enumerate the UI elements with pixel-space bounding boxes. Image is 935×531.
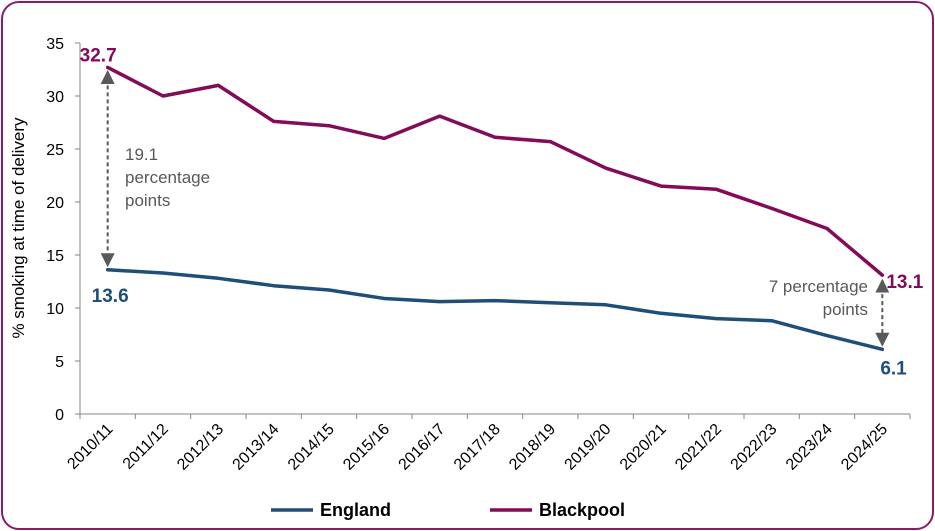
series-line-england <box>105 268 885 352</box>
y-tick-label: 25 <box>46 142 64 159</box>
y-tick-label: 0 <box>55 407 64 424</box>
series-line-blackpool <box>105 65 885 277</box>
data-point-blackpool <box>548 140 552 144</box>
data-point-england <box>770 319 774 323</box>
data-point-england <box>161 271 165 275</box>
data-point-england <box>327 288 331 292</box>
y-tick-label: 20 <box>46 195 64 212</box>
data-point-blackpool <box>493 135 497 139</box>
data-point-england <box>216 276 220 280</box>
x-tick-label: 2024/25 <box>838 421 891 474</box>
x-tick-label: 2017/18 <box>451 421 504 474</box>
y-tick-label: 35 <box>46 36 64 53</box>
data-point-england <box>493 299 497 303</box>
legend-label-england: England <box>320 500 391 520</box>
y-axis-title: % smoking at time of delivery <box>9 117 28 339</box>
data-point-england <box>880 347 884 351</box>
data-point-blackpool <box>880 273 884 277</box>
x-tick-label: 2022/23 <box>728 421 781 474</box>
data-point-england <box>548 301 552 305</box>
x-tick-label: 2010/11 <box>64 421 116 473</box>
data-point-england <box>438 300 442 304</box>
data-label-blackpool-start: 32.7 <box>80 45 117 66</box>
data-point-blackpool <box>770 206 774 210</box>
data-label-blackpool-end: 13.1 <box>886 272 923 293</box>
legend-label-blackpool: Blackpool <box>539 500 625 520</box>
data-point-england <box>659 311 663 315</box>
y-tick-label: 5 <box>55 354 64 371</box>
data-point-blackpool <box>714 187 718 191</box>
x-tick-label: 2016/17 <box>396 421 449 474</box>
data-point-blackpool <box>604 166 608 170</box>
data-point-england <box>106 268 110 272</box>
data-point-blackpool <box>825 227 829 230</box>
data-label-england-start: 13.6 <box>92 286 129 307</box>
x-tick-label: 2023/24 <box>783 421 836 474</box>
data-point-blackpool <box>216 83 220 87</box>
y-tick-label: 10 <box>46 301 64 318</box>
gap-annotation-start: 19.1 <box>125 145 158 164</box>
data-point-blackpool <box>327 124 331 128</box>
gap-annotation-end: points <box>823 300 868 319</box>
gap-annotation-end: 7 percentage <box>769 277 868 296</box>
x-tick-label: 2019/20 <box>562 421 615 474</box>
data-point-england <box>382 297 386 300</box>
data-point-blackpool <box>438 114 442 118</box>
x-tick-label: 2011/12 <box>120 421 172 473</box>
x-tick-label: 2014/15 <box>285 421 338 474</box>
x-tick-label: 2018/19 <box>506 421 559 474</box>
gap-annotation-start: points <box>125 191 170 210</box>
x-tick-label: 2012/13 <box>174 421 227 474</box>
data-label-england-end: 6.1 <box>880 358 907 379</box>
x-tick-label: 2015/16 <box>340 421 393 474</box>
data-point-blackpool <box>659 184 663 188</box>
data-point-blackpool <box>382 136 386 140</box>
x-tick-label: 2013/14 <box>230 421 283 474</box>
data-point-england <box>825 334 829 338</box>
data-point-england <box>272 284 276 288</box>
data-point-england <box>604 303 608 307</box>
data-point-blackpool <box>161 94 165 98</box>
data-point-england <box>714 317 718 321</box>
data-point-blackpool <box>106 65 110 69</box>
gap-annotation-start: percentage <box>125 168 210 187</box>
x-tick-label: 2020/21 <box>617 421 670 474</box>
x-tick-label: 2021/22 <box>672 421 725 474</box>
y-tick-label: 15 <box>46 248 64 265</box>
y-tick-label: 30 <box>46 89 64 106</box>
data-point-blackpool <box>272 119 276 123</box>
